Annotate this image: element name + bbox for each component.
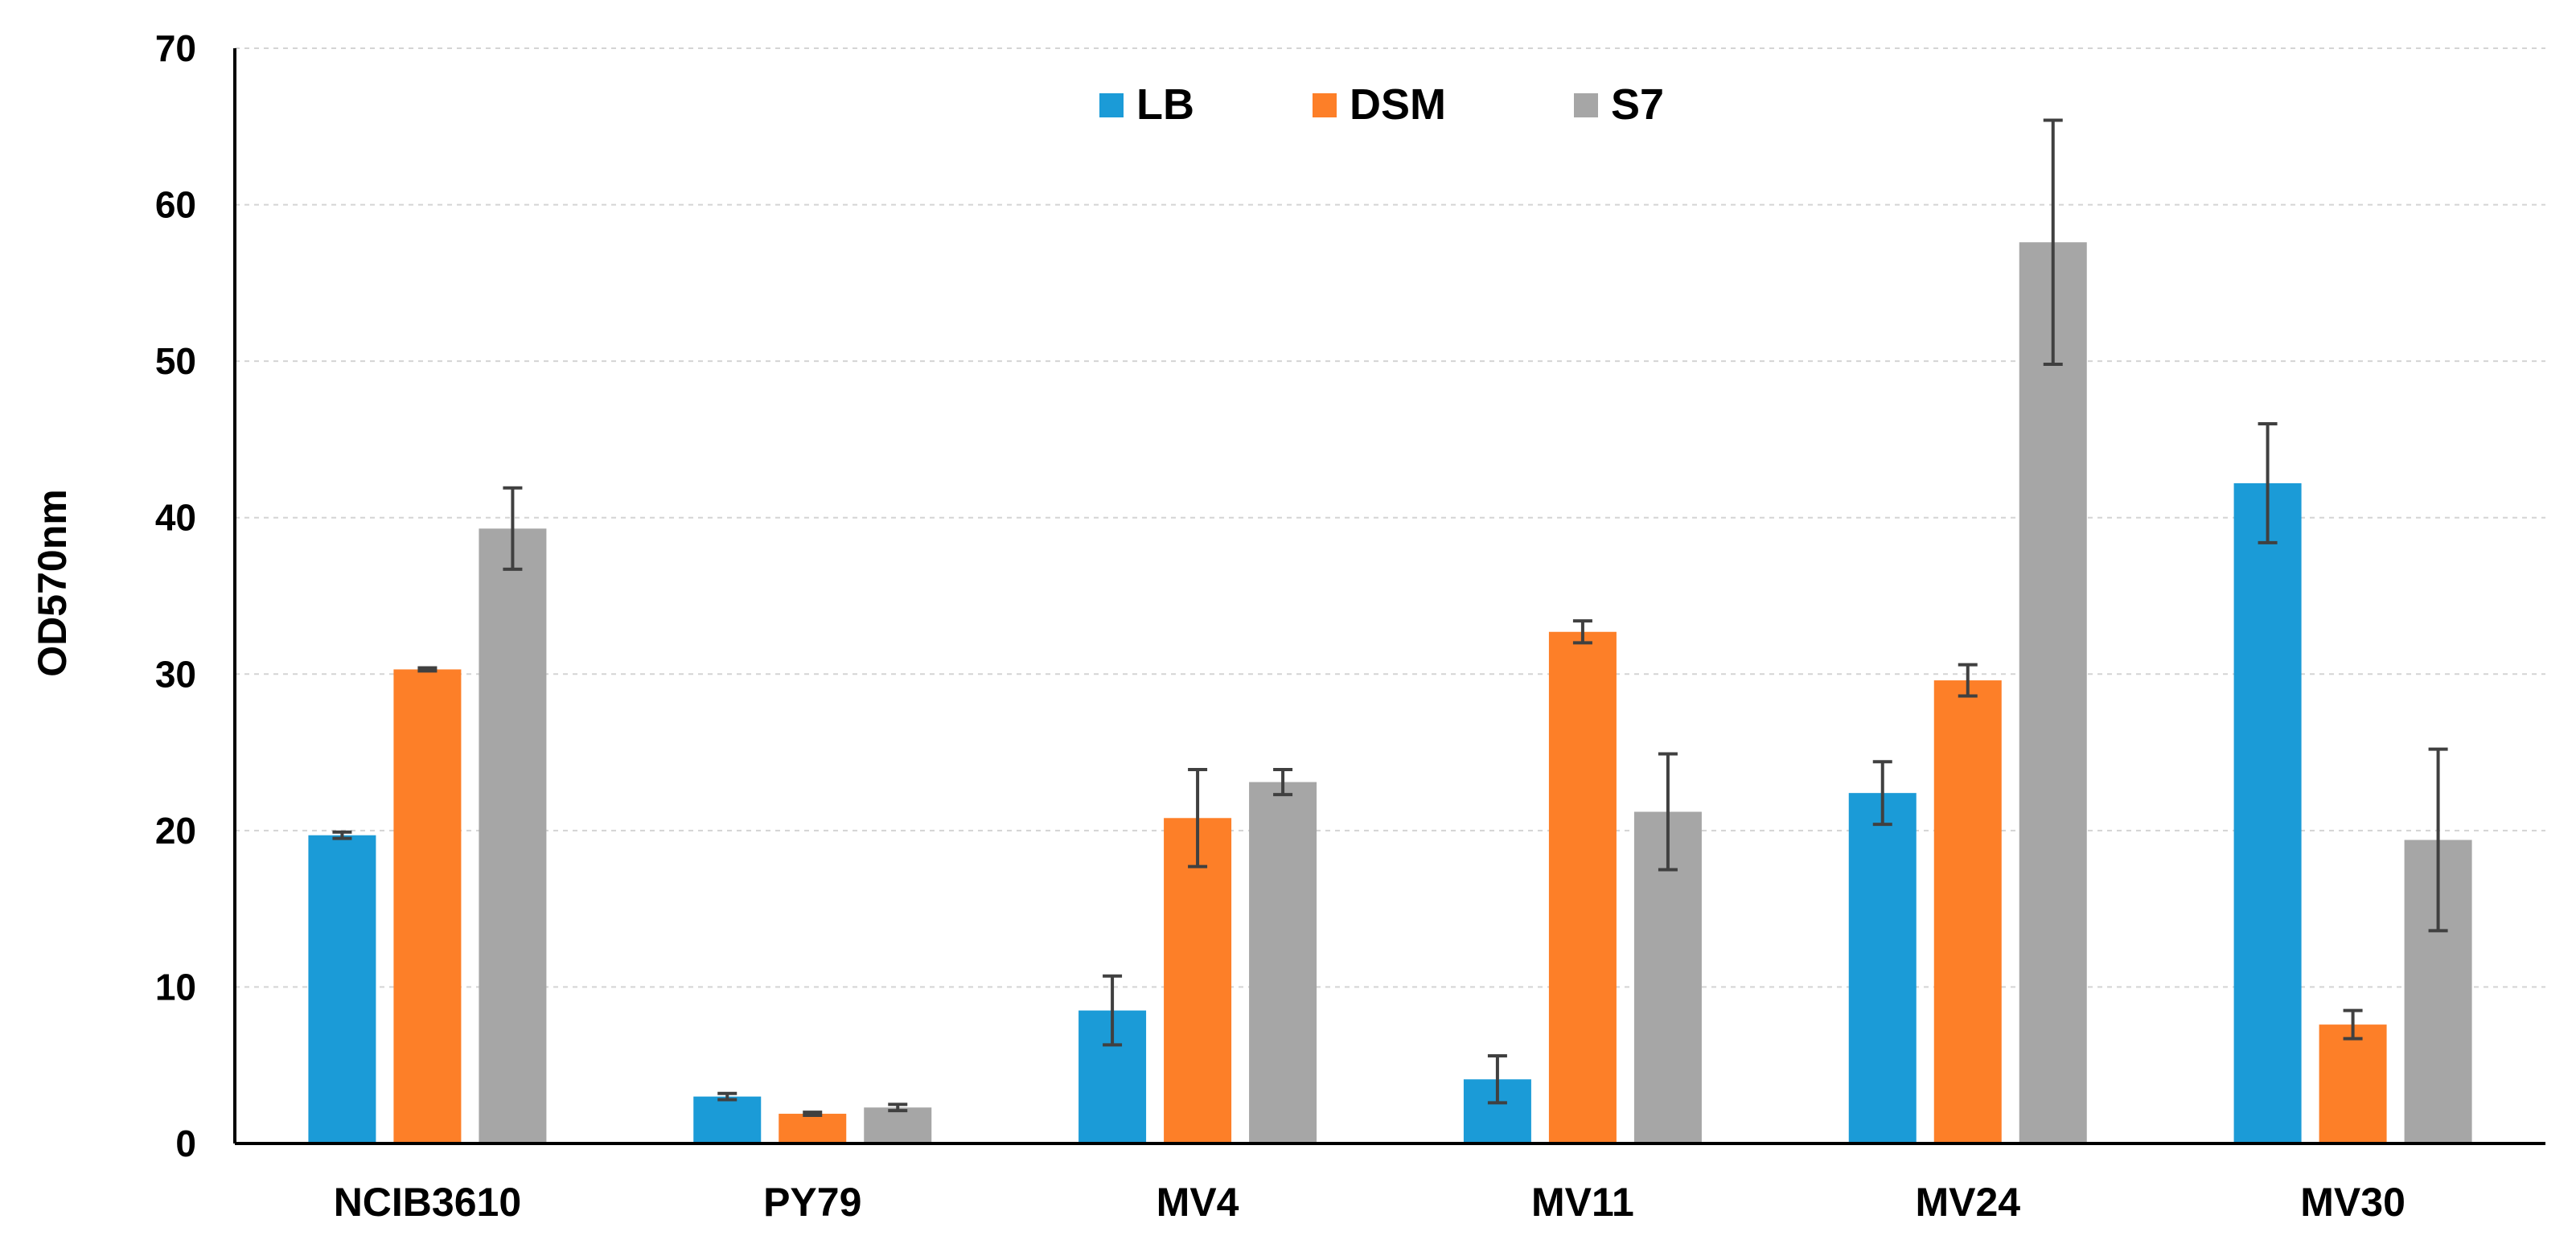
y-tick-labels: 0 10 20 30 40 50 60 70 (155, 27, 196, 1164)
bar-dsm-mv24 (1933, 680, 2002, 1143)
bar-s7-py79 (864, 1107, 932, 1143)
legend-label: DSM (1350, 80, 1446, 129)
error-bars (332, 118, 2448, 1117)
bar-dsm-mv11 (1548, 631, 1617, 1143)
gridlines (235, 47, 2545, 988)
error-bar-lb-py79 (717, 1091, 737, 1102)
axes (233, 48, 2545, 1145)
bar-dsm-mv30 (2319, 1024, 2387, 1143)
legend-item-dsm: DSM (1313, 80, 1446, 129)
x-tick-label: MV24 (1915, 1180, 2020, 1225)
error-bar-lb-mv4 (1103, 974, 1123, 1047)
x-tick-label: NCIB3610 (334, 1180, 521, 1225)
y-tick-label: 20 (155, 810, 196, 852)
legend-swatch (1099, 93, 1124, 117)
y-tick-label: 40 (155, 497, 196, 539)
error-bar-s7-mv24 (2043, 118, 2063, 367)
legend-label: S7 (1611, 80, 1664, 129)
error-bar-lb-mv24 (1872, 760, 1892, 827)
error-bar-lb-ncib3610 (332, 830, 352, 840)
x-tick-label: MV30 (2300, 1180, 2405, 1225)
legend-swatch (1313, 93, 1337, 117)
error-bar-s7-py79 (888, 1102, 908, 1113)
error-bar-s7-mv4 (1273, 767, 1293, 797)
bar-lb-py79 (693, 1096, 762, 1143)
error-bar-s7-mv30 (2428, 747, 2448, 933)
bar-dsm-py79 (779, 1114, 847, 1143)
bar-dsm-ncib3610 (393, 669, 462, 1143)
x-tick-label: MV4 (1157, 1180, 1239, 1225)
x-tick-label: MV11 (1531, 1180, 1634, 1225)
y-tick-label: 30 (155, 653, 196, 695)
error-bar-dsm-py79 (803, 1111, 823, 1117)
y-tick-label: 0 (175, 1123, 196, 1164)
error-bar-lb-mv11 (1487, 1054, 1507, 1105)
error-bar-dsm-mv30 (2343, 1008, 2363, 1041)
bar-lb-mv24 (1848, 793, 1917, 1143)
error-bar-s7-ncib3610 (503, 486, 523, 571)
bar-lb-ncib3610 (308, 835, 376, 1143)
error-bar-s7-mv11 (1658, 752, 1678, 872)
x-tick-labels: NCIB3610 PY79 MV4 MV11 MV24 MV30 (334, 1180, 2405, 1225)
y-axis-title: OD570nm (30, 489, 75, 676)
x-tick-label: PY79 (763, 1180, 861, 1225)
y-tick-label: 70 (155, 27, 196, 69)
y-tick-label: 60 (155, 184, 196, 226)
bar-s7-ncib3610 (479, 528, 547, 1143)
y-tick-label: 50 (155, 340, 196, 382)
bar-lb-mv30 (2233, 482, 2302, 1143)
error-bar-dsm-mv4 (1188, 767, 1208, 868)
legend: LB DSM S7 (1099, 80, 1664, 129)
y-tick-label: 10 (155, 966, 196, 1008)
bar-dsm-mv4 (1164, 818, 1232, 1143)
legend-item-lb: LB (1099, 80, 1194, 129)
legend-item-s7: S7 (1574, 80, 1664, 129)
error-bar-dsm-mv24 (1958, 663, 1978, 698)
bar-s7-mv24 (2019, 242, 2087, 1144)
legend-label: LB (1136, 80, 1194, 129)
error-bar-dsm-ncib3610 (417, 666, 438, 673)
bars (308, 242, 2472, 1144)
bar-s7-mv4 (1249, 782, 1317, 1143)
error-bar-dsm-mv11 (1572, 619, 1592, 645)
error-bar-lb-mv30 (2258, 421, 2278, 544)
legend-swatch (1574, 93, 1598, 117)
